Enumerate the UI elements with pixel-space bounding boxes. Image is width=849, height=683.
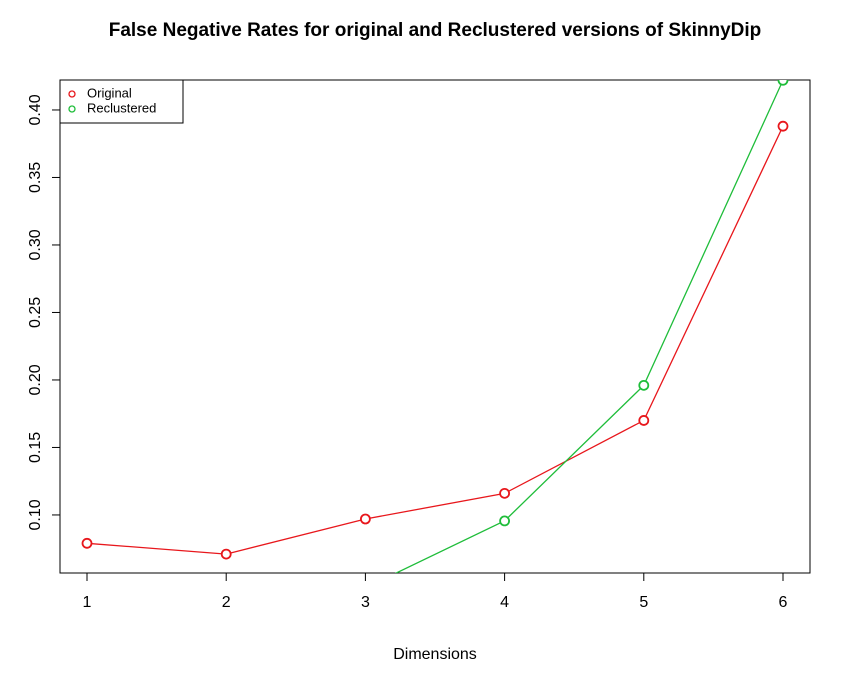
y-tick-label: 0.20	[27, 364, 44, 395]
data-point	[638, 379, 650, 391]
x-tick-label: 5	[639, 594, 648, 611]
y-tick-label: 0.35	[27, 162, 44, 193]
x-tick-label: 3	[361, 594, 370, 611]
x-axis-label: Dimensions	[393, 646, 477, 663]
legend-label: Original	[87, 85, 132, 100]
data-point	[777, 80, 789, 86]
data-point	[361, 583, 370, 592]
y-tick-label: 0.25	[27, 297, 44, 328]
data-point	[360, 513, 371, 525]
data-point	[499, 515, 510, 527]
x-tick-label: 1	[83, 594, 92, 611]
data-point	[220, 548, 232, 560]
series-line	[394, 80, 784, 573]
y-tick-label: 0.40	[27, 94, 44, 125]
legend-box	[59, 79, 184, 124]
plot-area	[81, 80, 789, 592]
y-tick-label: 0.10	[27, 499, 44, 530]
y-tick-label: 0.15	[27, 432, 44, 463]
legend-label: Reclustered	[87, 100, 156, 115]
series-line	[86, 125, 784, 555]
legend-marker	[68, 105, 76, 113]
chart-title: False Negative Rates for original and Re…	[109, 20, 762, 41]
x-tick-label: 4	[500, 594, 509, 611]
y-tick-label: 0.30	[27, 229, 44, 260]
data-point	[499, 487, 510, 499]
data-point	[81, 537, 93, 549]
x-tick-label: 2	[222, 594, 231, 611]
legend-marker	[68, 90, 76, 98]
data-point	[638, 415, 650, 426]
plot-frame	[59, 79, 811, 574]
data-point	[777, 120, 789, 132]
x-tick-label: 6	[779, 594, 788, 611]
